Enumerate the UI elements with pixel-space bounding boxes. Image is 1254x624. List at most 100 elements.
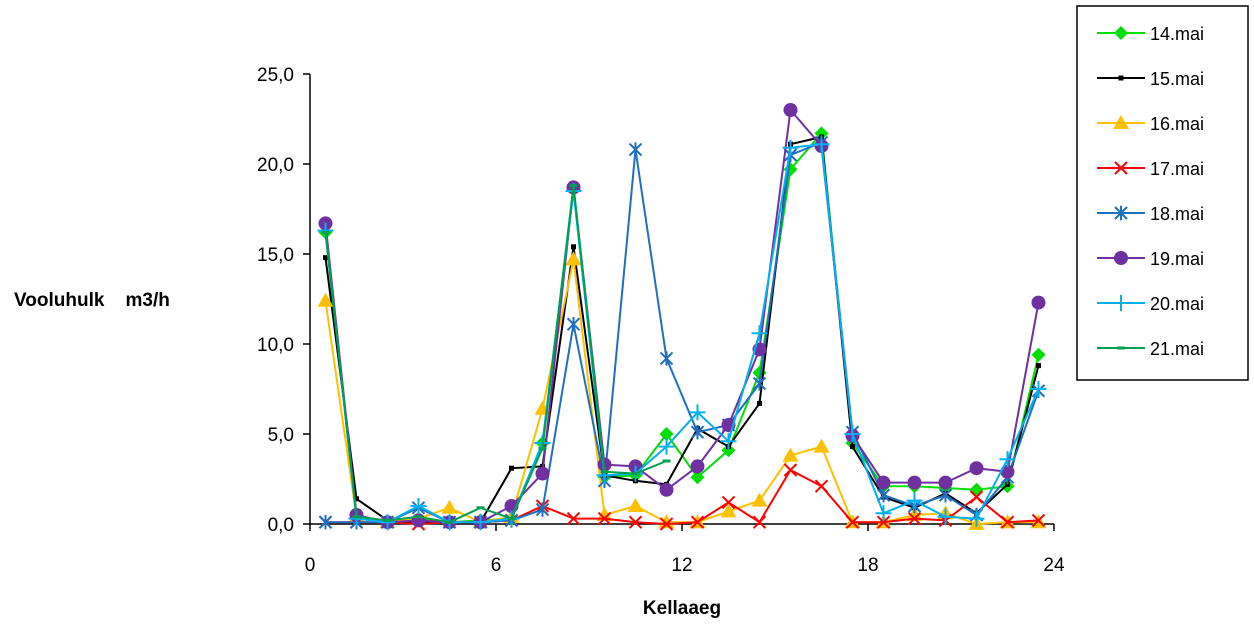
series	[317, 103, 1047, 531]
data-point	[659, 482, 674, 497]
y-tick-label: 10,0	[257, 335, 294, 356]
data-point	[689, 404, 706, 421]
data-point	[535, 502, 550, 517]
data-point	[720, 503, 737, 518]
data-point	[627, 498, 644, 512]
data-point	[757, 400, 762, 406]
data-point	[783, 103, 798, 117]
series-21.mai	[321, 184, 671, 524]
legend-item: 14.mai	[1097, 24, 1204, 44]
data-point	[782, 447, 799, 462]
data-point	[659, 351, 674, 366]
data-point	[813, 438, 830, 453]
data-point	[938, 475, 953, 490]
data-point	[751, 492, 768, 507]
y-axis-title: Vooluhulk m3/h	[14, 290, 170, 311]
data-point	[1000, 464, 1015, 479]
data-point	[999, 451, 1016, 468]
data-point	[968, 510, 985, 527]
legend-item: 18.mai	[1097, 204, 1204, 224]
x-tick-label: 12	[671, 555, 692, 576]
data-point	[690, 470, 705, 485]
data-point	[509, 465, 514, 471]
data-point	[751, 325, 768, 342]
x-tick-label: 6	[491, 555, 502, 576]
data-point	[565, 251, 582, 266]
data-point	[721, 443, 736, 458]
data-point	[566, 317, 581, 332]
data-point	[937, 508, 954, 525]
data-point	[876, 475, 891, 490]
legend-label: 19.mai	[1150, 249, 1204, 269]
data-point	[690, 515, 705, 529]
data-point	[876, 488, 891, 503]
data-point	[783, 463, 798, 477]
data-point	[845, 515, 860, 529]
data-point	[472, 514, 489, 531]
data-point	[876, 515, 891, 529]
data-point	[379, 514, 396, 531]
data-point	[1031, 513, 1046, 528]
data-point	[752, 515, 767, 529]
legend-item: 21.mai	[1097, 339, 1204, 359]
series-18.mai	[318, 135, 1046, 530]
data-point	[628, 142, 643, 157]
data-point	[596, 507, 613, 521]
data-point	[721, 495, 736, 510]
data-point	[720, 433, 737, 450]
data-point	[906, 492, 923, 509]
legend-marker	[1114, 161, 1128, 175]
series-line	[324, 132, 1040, 524]
data-point	[1031, 295, 1046, 310]
legend-marker	[1118, 75, 1124, 81]
series-14.mai	[318, 126, 1046, 530]
data-point	[813, 136, 830, 153]
data-point	[659, 517, 674, 531]
data-point	[969, 490, 984, 504]
data-point	[597, 511, 612, 526]
data-point	[938, 488, 953, 503]
x-tick-label: 0	[305, 555, 316, 576]
data-point	[571, 244, 576, 250]
legend-marker	[1113, 295, 1129, 311]
data-point	[907, 475, 922, 490]
series-line	[324, 109, 1040, 524]
legend-item: 19.mai	[1097, 249, 1204, 269]
legend-marker	[1114, 26, 1128, 40]
legend-label: 15.mai	[1150, 69, 1204, 89]
data-point	[782, 139, 799, 156]
data-point	[752, 376, 767, 391]
legend-label: 16.mai	[1150, 114, 1204, 134]
data-point	[1030, 381, 1047, 397]
x-tick-label: 24	[1043, 555, 1065, 576]
legend-item: 20.mai	[1097, 294, 1204, 314]
data-point	[850, 444, 855, 450]
legend-marker	[1114, 251, 1128, 265]
series-15.mai	[323, 134, 1041, 525]
data-point	[658, 438, 675, 455]
legend: 14.mai 15.mai 16.mai 17.mai 18.mai 19.mai 20.m…	[1076, 5, 1249, 381]
legend-label: 20.mai	[1150, 294, 1204, 314]
data-point	[354, 496, 359, 502]
y-tick-label: 20,0	[257, 155, 294, 176]
data-point	[814, 479, 829, 493]
series-line	[325, 141, 1040, 524]
data-point	[969, 482, 984, 497]
x-axis-title: Kellaaeg	[643, 598, 721, 619]
data-point	[969, 461, 984, 476]
data-point	[323, 255, 328, 261]
legend-box	[1076, 5, 1249, 381]
data-point	[628, 515, 643, 529]
series-line	[324, 136, 1040, 524]
legend-item: 16.mai	[1097, 114, 1204, 134]
data-point	[566, 511, 581, 526]
series-line	[324, 184, 667, 524]
series-line	[324, 143, 1040, 524]
legend-label: 18.mai	[1150, 204, 1204, 224]
y-tick-label: 0,0	[268, 515, 294, 536]
legend-marker	[1114, 205, 1128, 221]
series-19.mai	[318, 103, 1046, 530]
y-tick-label: 15,0	[257, 245, 294, 266]
data-point	[318, 515, 333, 530]
data-point	[659, 427, 674, 441]
